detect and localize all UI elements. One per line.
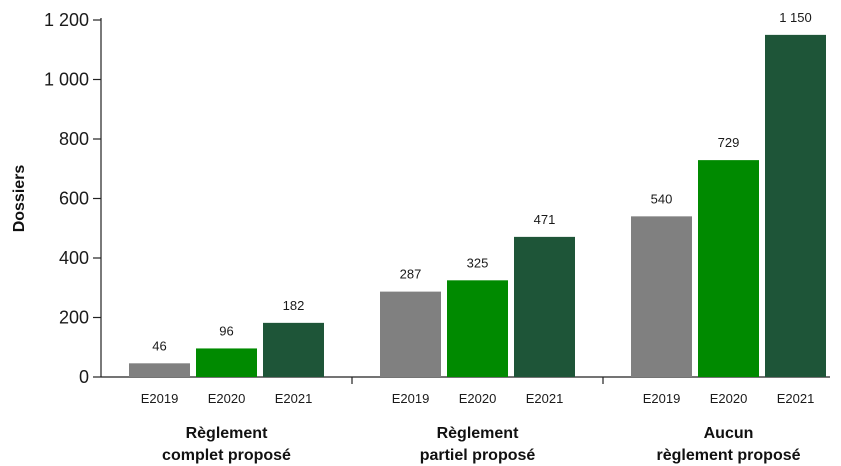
data-label: 1 150: [779, 10, 812, 25]
bar-e2021-0: [263, 322, 324, 377]
data-label: 287: [400, 267, 422, 282]
data-label: 729: [718, 135, 740, 150]
y-tick-label: 400: [59, 248, 89, 268]
x-category-label: Règlement: [437, 425, 519, 442]
y-tick-label: 0: [79, 367, 89, 387]
data-label: 325: [467, 255, 489, 270]
bar-e2020-0: [196, 348, 257, 377]
x-category-label: complet proposé: [162, 447, 291, 464]
x-series-tick-label: E2021: [526, 391, 564, 406]
bar-e2019-2: [631, 216, 692, 377]
data-label: 182: [283, 298, 305, 313]
x-series-tick-label: E2019: [141, 391, 179, 406]
x-series-tick-label: E2020: [710, 391, 748, 406]
y-tick-label: 1 000: [44, 70, 89, 90]
bar-e2020-2: [698, 160, 759, 377]
data-label: 96: [219, 323, 233, 338]
bars: [129, 34, 826, 377]
x-series-tick-label: E2021: [275, 391, 313, 406]
y-tick-label: 1 200: [44, 10, 89, 30]
data-label: 540: [651, 191, 673, 206]
x-category-label: règlement proposé: [656, 447, 800, 464]
x-category-label: Règlement: [186, 425, 268, 442]
bar-e2019-0: [129, 363, 190, 377]
y-tick-label: 600: [59, 189, 89, 209]
bar-e2021-1: [514, 236, 575, 377]
y-tick-label: 200: [59, 308, 89, 328]
data-labels: 46 96 182 287 325 471 540 729 1 150: [152, 10, 812, 353]
x-category-label: Aucun: [704, 425, 754, 442]
bar-e2021-2: [765, 34, 826, 377]
x-series-tick-label: E2020: [459, 391, 497, 406]
bar-e2020-1: [447, 280, 508, 377]
y-axis-title: Dossiers: [11, 165, 28, 233]
y-tick-label: 800: [59, 129, 89, 149]
x-series-tick-label: E2020: [208, 391, 246, 406]
data-label: 471: [534, 212, 556, 227]
bar-e2019-1: [380, 291, 441, 377]
x-series-tick-label: E2019: [643, 391, 681, 406]
x-axis: E2019 E2020 E2021 Règlement complet proposé E…: [101, 376, 830, 464]
data-label: 46: [152, 338, 166, 353]
x-category-label: partiel proposé: [420, 447, 536, 464]
y-axis: 0 200 400 600 800 1 000 1 200: [44, 10, 102, 387]
x-series-tick-label: E2021: [777, 391, 815, 406]
x-series-tick-label: E2019: [392, 391, 430, 406]
